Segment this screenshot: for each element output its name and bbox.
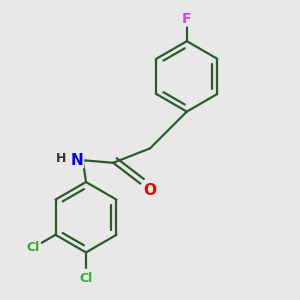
Text: N: N xyxy=(71,153,83,168)
Text: O: O xyxy=(143,183,156,198)
Text: H: H xyxy=(56,152,66,165)
Text: Cl: Cl xyxy=(27,241,40,254)
Text: F: F xyxy=(182,12,192,26)
Text: Cl: Cl xyxy=(80,272,93,284)
